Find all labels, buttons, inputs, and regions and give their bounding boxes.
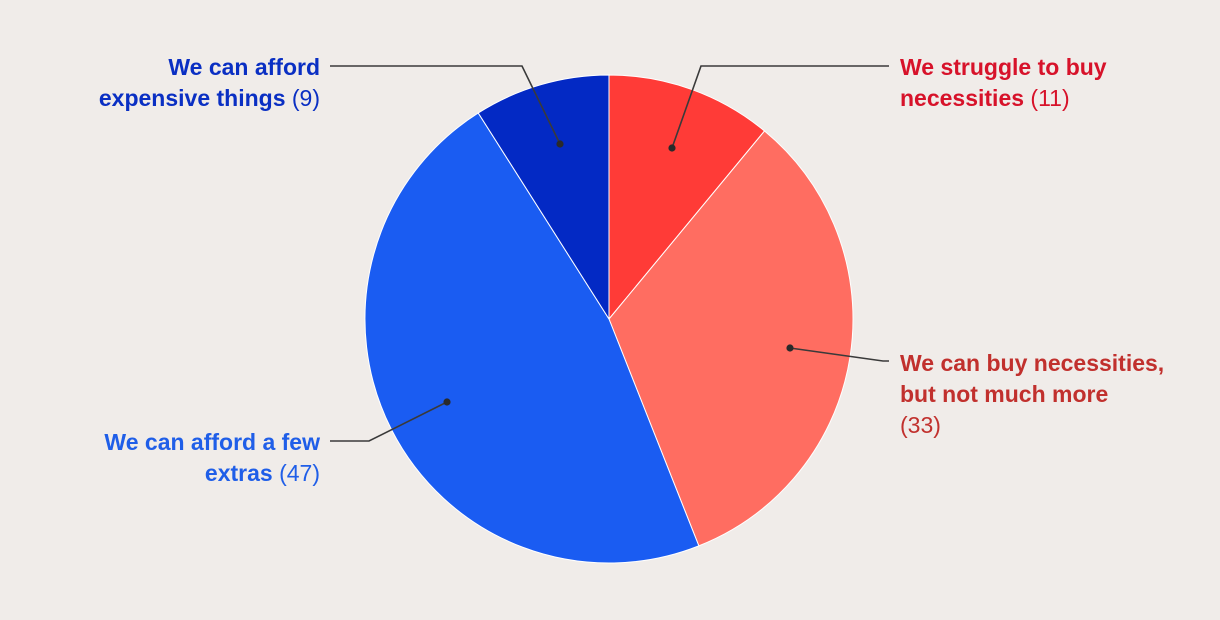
slice-count: (11) — [1024, 85, 1070, 111]
pie-slice — [477, 74, 610, 321]
slice-label: We can afford expensive things (9) — [99, 54, 320, 111]
slice-label-line: extras — [205, 460, 273, 486]
slice-label-line: We can afford — [168, 54, 320, 80]
leader-line — [789, 347, 889, 362]
slice-label: We struggle to buy necessities (11) — [900, 54, 1107, 111]
leader-dot — [556, 140, 564, 148]
slice-label: We can afford a few extras (47) — [104, 429, 320, 486]
slice-label-line: but not much more — [900, 381, 1108, 407]
slice-count: (9) — [286, 85, 321, 111]
pie-slice — [608, 74, 766, 321]
slice-count: (33) — [900, 412, 941, 438]
slice-count: (47) — [273, 460, 320, 486]
leader-line — [330, 401, 448, 442]
leader-dot — [443, 398, 451, 406]
slice-label: We can buy necessities, but not much more… — [900, 350, 1164, 438]
slice-label-line: We can afford a few — [104, 429, 320, 455]
leader-dot — [786, 344, 794, 352]
slice-label-line: expensive things — [99, 85, 286, 111]
slice-label-line: necessities — [900, 85, 1024, 111]
slice-label-line: We struggle to buy — [900, 54, 1107, 80]
slice-label-line: We can buy necessities, — [900, 350, 1164, 376]
leader-dot — [668, 144, 676, 152]
leader-line — [330, 65, 561, 145]
leader-line — [671, 65, 889, 149]
